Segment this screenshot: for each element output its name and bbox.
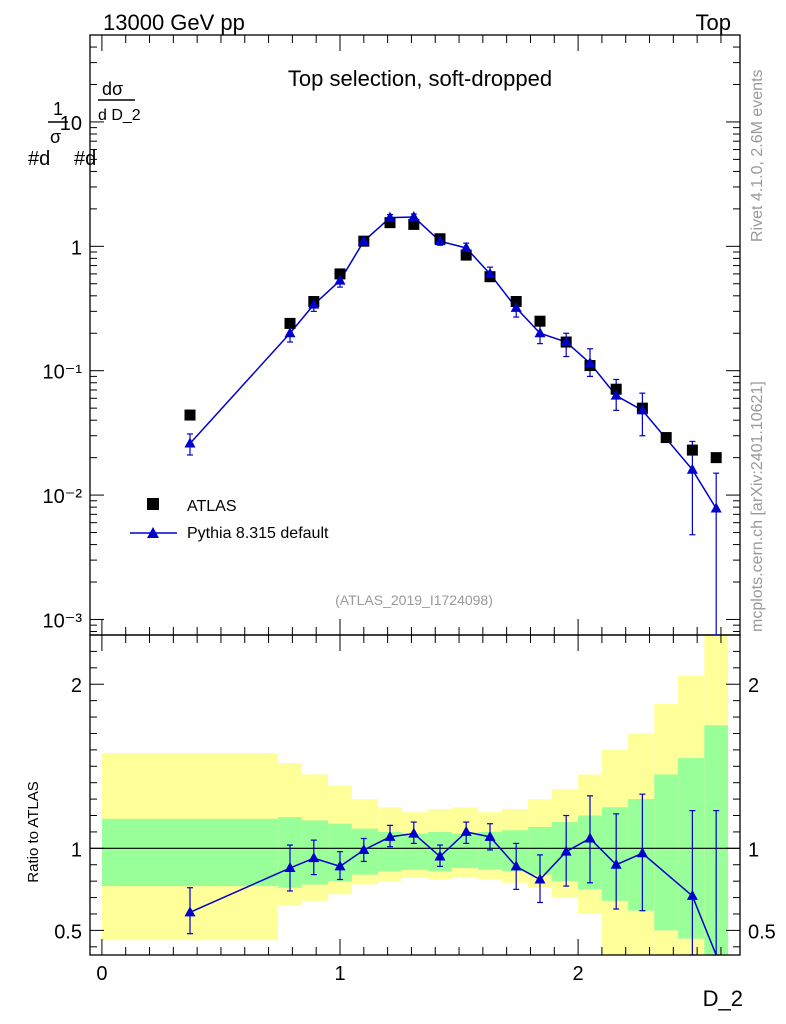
mc-point xyxy=(284,327,296,338)
ratio-mc-point xyxy=(534,873,546,884)
atlas-point xyxy=(610,383,622,395)
ratio-mc-point xyxy=(184,906,196,917)
ratio-mc-point xyxy=(334,860,346,871)
ratio-band-inner xyxy=(451,833,479,869)
main-y-tick-label: 1 xyxy=(71,237,82,259)
svg-text:d D_2: d D_2 xyxy=(98,107,141,124)
atlas-point xyxy=(284,317,296,329)
mc-point xyxy=(308,298,320,309)
ratio-mc-point xyxy=(484,830,496,841)
atlas-point xyxy=(686,444,698,456)
atlas-point xyxy=(384,217,396,229)
atlas-point xyxy=(334,268,346,280)
mc-point xyxy=(484,267,496,278)
mc-point xyxy=(434,235,446,246)
main-y-tick-label: 10⁻¹ xyxy=(43,362,83,384)
x-tick-label: 0 xyxy=(96,963,107,985)
plot-title: Top selection, soft-dropped xyxy=(288,66,552,91)
svg-text:#d: #d xyxy=(74,148,96,170)
atlas-point xyxy=(460,249,472,261)
ratio-y-tick-label: 2 xyxy=(71,675,82,697)
ratio-band-inner xyxy=(478,831,502,870)
process-label: Top xyxy=(696,10,731,35)
x-axis-label: D_2 xyxy=(703,986,743,1011)
mc-point xyxy=(610,389,622,400)
ratio-y-tick-label: 1 xyxy=(748,839,759,861)
ratio-y-tick-label: 0.5 xyxy=(54,921,82,943)
ratio-mc-point xyxy=(408,827,420,838)
mc-point xyxy=(510,301,522,312)
mc-point xyxy=(560,336,572,347)
ratio-plot: 0.5 0.5 1 1 2 2 xyxy=(54,634,776,956)
ratio-band-inner xyxy=(301,820,329,885)
x-tick-label: 2 xyxy=(573,963,584,985)
ratio-mc-point xyxy=(610,858,622,869)
ratio-band-inner xyxy=(401,833,429,870)
main-y-axis-label: #d 1 σ #d dσ d D_2 xyxy=(28,79,141,170)
mc-point xyxy=(534,327,546,338)
ratio-y-tick-label: 0.5 xyxy=(748,921,776,943)
mc-point xyxy=(460,241,472,252)
mc-point xyxy=(408,211,420,222)
legend: ATLAS Pythia 8.315 default xyxy=(130,498,329,542)
x-tick-label: 1 xyxy=(334,963,345,985)
mc-point xyxy=(584,357,596,368)
mc-point xyxy=(358,235,370,246)
mc-point xyxy=(686,463,698,474)
ratio-mc-point xyxy=(686,889,698,900)
mc-point xyxy=(384,211,396,222)
main-frame xyxy=(89,34,741,636)
legend-atlas-marker xyxy=(147,498,159,510)
ratio-y-tick-label: 2 xyxy=(748,675,759,697)
rivet-label: Rivet 4.1.0, 2.6M events xyxy=(749,69,766,242)
energy-label: 13000 GeV pp xyxy=(103,10,245,35)
mc-point xyxy=(710,502,722,513)
ratio-band-inner xyxy=(528,827,552,875)
main-y-tick-label: 10⁻² xyxy=(43,486,83,508)
ratio-band-inner xyxy=(101,818,279,887)
mc-line xyxy=(189,216,717,509)
mc-point xyxy=(334,274,346,285)
atlas-point xyxy=(660,432,672,444)
svg-text:1: 1 xyxy=(53,99,63,119)
ratio-band-inner xyxy=(378,831,402,872)
atlas-point xyxy=(510,296,522,308)
ratio-mc-point xyxy=(636,847,648,858)
legend-mc-marker xyxy=(147,527,159,538)
main-y-tick-label: 10⁻³ xyxy=(43,610,83,632)
svg-text:dσ: dσ xyxy=(102,79,123,99)
atlas-point xyxy=(534,315,546,327)
ratio-mc-point xyxy=(384,830,396,841)
svg-text:#d: #d xyxy=(28,148,50,170)
legend-mc-label: Pythia 8.315 default xyxy=(187,525,329,542)
ratio-band-inner xyxy=(654,774,679,931)
main-y-tick-label: 10 xyxy=(60,113,82,135)
svg-text:σ: σ xyxy=(50,127,61,147)
ratio-mc-point xyxy=(584,832,596,843)
analysis-id: (ATLAS_2019_I1724098) xyxy=(335,592,493,608)
ratio-mc-point xyxy=(308,852,320,863)
ratio-y-tick-label: 1 xyxy=(71,839,82,861)
ratio-y-axis-label: Ratio to ATLAS xyxy=(25,781,42,882)
atlas-point xyxy=(408,218,420,230)
mcplots-label: mcplots.cern.ch [arXiv:2401.10621] xyxy=(749,381,766,632)
ratio-mc-point xyxy=(560,845,572,856)
ratio-mc-point xyxy=(460,825,472,836)
ratio-mc-point xyxy=(510,860,522,871)
atlas-point xyxy=(184,409,196,421)
mc-point xyxy=(636,404,648,415)
ratio-mc-point xyxy=(284,862,296,873)
legend-atlas-label: ATLAS xyxy=(187,498,237,515)
ratio-mc-point xyxy=(358,843,370,854)
ratio-mc-point xyxy=(434,850,446,861)
mc-point xyxy=(184,437,196,448)
ratio-mc-line xyxy=(189,831,717,956)
atlas-point xyxy=(710,452,722,464)
